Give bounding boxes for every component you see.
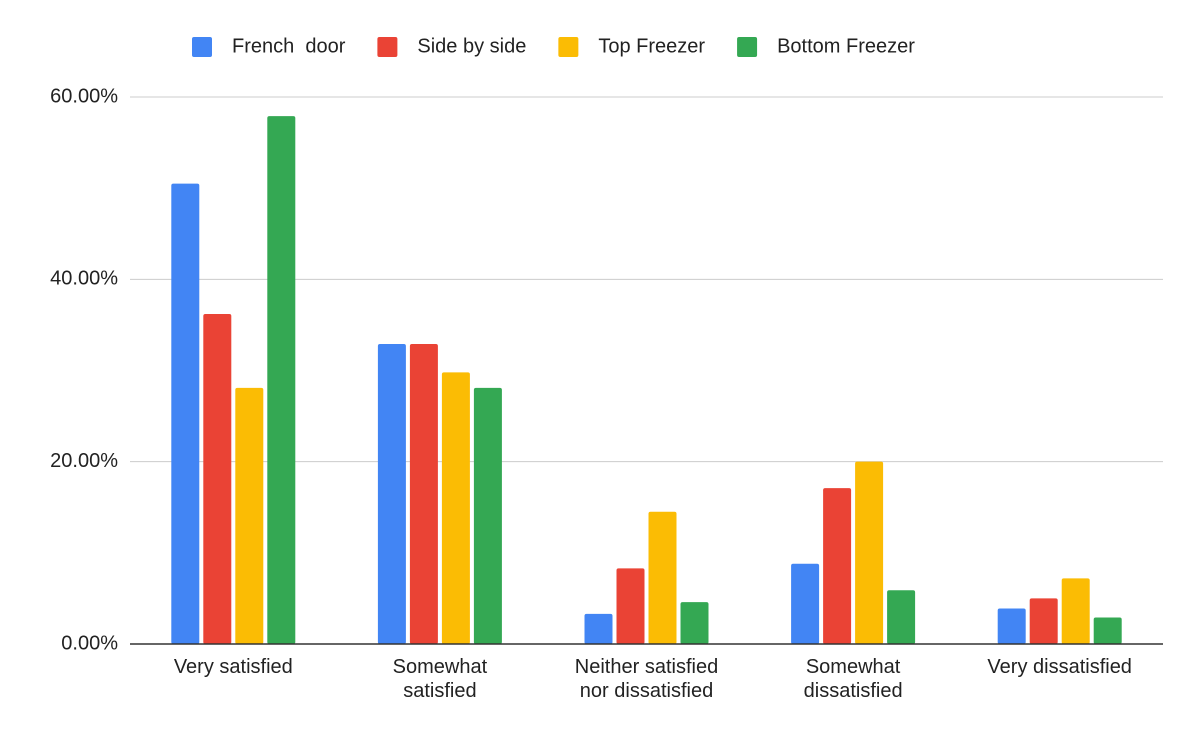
bar	[855, 461, 884, 644]
legend-swatch	[737, 37, 758, 57]
bar	[203, 313, 232, 644]
x-tick-label: Somewhat satisfied	[392, 656, 488, 702]
bar	[1029, 598, 1058, 644]
bar	[648, 511, 677, 644]
bar	[791, 563, 820, 644]
bar	[235, 387, 264, 644]
x-tick-label: Very satisfied	[173, 656, 293, 678]
legend-label: Top Freezer	[598, 35, 705, 57]
bar	[1093, 617, 1122, 644]
y-tick-label: 60.00%	[50, 85, 118, 107]
legend-swatch	[377, 37, 398, 57]
bar	[680, 602, 709, 644]
bar	[409, 344, 438, 644]
legend-label: French door	[232, 35, 346, 57]
x-tick-label: Somewhat dissatisfied	[803, 656, 903, 702]
bar	[377, 344, 406, 644]
y-tick-label: 0.00%	[61, 632, 118, 654]
bar	[584, 613, 613, 644]
legend-swatch	[192, 37, 212, 57]
bar	[441, 372, 470, 644]
legend-label: Side by side	[417, 35, 526, 57]
bar	[1061, 578, 1090, 644]
bar	[267, 116, 296, 644]
x-tick-label: Neither satisfied nor dissatisfied	[574, 656, 719, 702]
bar	[171, 183, 200, 644]
legend-swatch	[558, 37, 579, 57]
bar	[887, 590, 916, 644]
legend-label: Bottom Freezer	[777, 35, 915, 57]
bar	[823, 488, 852, 644]
bar	[997, 608, 1026, 644]
y-tick-label: 20.00%	[50, 450, 118, 472]
y-tick-label: 40.00%	[50, 268, 118, 290]
bar	[473, 387, 502, 644]
x-tick-label: Very dissatisfied	[987, 656, 1132, 678]
bar	[616, 568, 645, 644]
